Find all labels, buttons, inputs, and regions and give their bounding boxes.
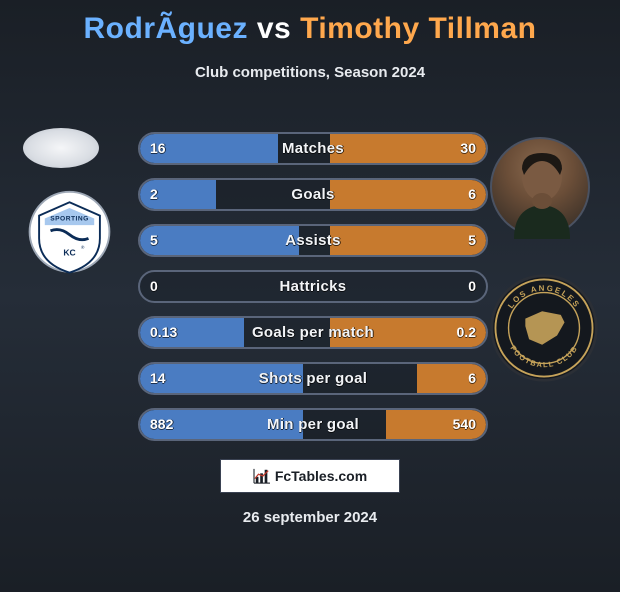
stat-row: 146Shots per goal (138, 362, 488, 395)
brand-label: FcTables.com (275, 468, 367, 484)
stat-row: 26Goals (138, 178, 488, 211)
svg-text:KC: KC (63, 248, 75, 258)
stat-label: Goals per match (140, 318, 486, 347)
stat-label: Shots per goal (140, 364, 486, 393)
comparison-title: RodrÃ­guez vs Timothy Tillman (0, 12, 620, 46)
stats-chart: 1630Matches 26Goals 55Assists 00Hattricks 0.… (138, 132, 488, 454)
stat-row: 1630Matches (138, 132, 488, 165)
player1-club-crest: SPORTING KC ® (22, 189, 117, 284)
player1-name: RodrÃ­guez (84, 12, 249, 45)
vs-text: vs (257, 12, 291, 45)
brand-box: FcTables.com (220, 459, 400, 493)
stat-row: 00Hattricks (138, 270, 488, 303)
stat-row: 882540Min per goal (138, 408, 488, 441)
stat-label: Hattricks (140, 272, 486, 301)
brand-icon (253, 468, 271, 484)
player2-name: Timothy Tillman (300, 12, 536, 45)
stat-row: 0.130.2Goals per match (138, 316, 488, 349)
player1-avatar (23, 128, 99, 168)
player2-avatar (490, 137, 590, 237)
stat-label: Goals (140, 180, 486, 209)
date-label: 26 september 2024 (0, 509, 620, 526)
stat-label: Matches (140, 134, 486, 163)
stat-row: 55Assists (138, 224, 488, 257)
player2-club-crest: LOS ANGELES FOOTBALL CLUB (488, 272, 600, 384)
subtitle: Club competitions, Season 2024 (0, 64, 620, 81)
stat-label: Assists (140, 226, 486, 255)
svg-text:SPORTING: SPORTING (50, 215, 88, 222)
stat-label: Min per goal (140, 410, 486, 439)
